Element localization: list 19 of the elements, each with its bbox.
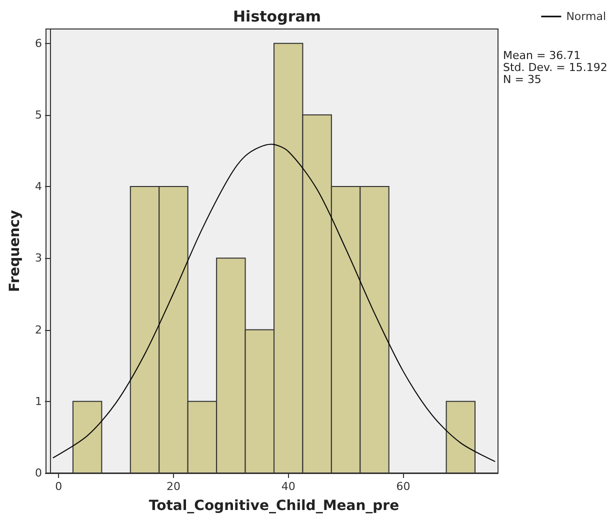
x-tick-label: 20 [166,480,180,493]
x-axis-title: Total_Cognitive_Child_Mean_pre [148,498,400,514]
legend-label: Normal [566,10,606,23]
y-tick-label: 5 [35,108,42,122]
text: N = 35 [503,73,542,86]
x-tick-label: 40 [281,480,296,493]
x-tick-label: 0 [55,480,62,493]
line-series [52,144,496,462]
y-tick-label: 3 [35,252,42,265]
chart-title: Histogram [233,8,321,26]
y-tick-label: 1 [35,394,42,408]
y-tick-label: 6 [35,36,42,50]
text: Mean = 36.71 [503,49,581,62]
text: Std. Dev. = 15.192 [503,61,608,74]
y-tick-label: 0 [35,466,42,480]
y-tick-label: 4 [35,180,42,194]
x-tick-label: 60 [396,480,410,493]
y-tick-label: 2 [35,323,42,336]
y-axis-title: Frequency [7,210,23,292]
